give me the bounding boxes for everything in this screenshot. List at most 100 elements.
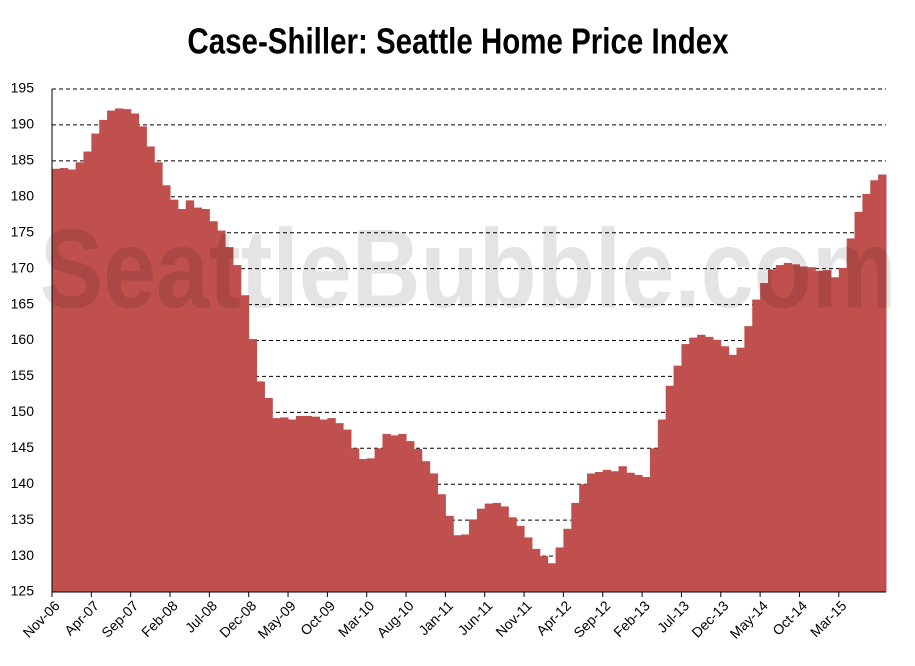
bar [799,266,808,592]
bar [350,448,360,592]
bar [75,162,84,592]
bar [272,418,281,592]
bar [516,525,525,592]
bar [99,119,108,593]
bar [469,519,478,592]
y-tick-label: 125 [11,583,35,599]
bar [642,477,651,592]
x-tick-label: Dec-08 [216,597,259,640]
x-tick-label: Jul-13 [654,597,692,635]
bar [547,563,557,592]
x-tick-label: Oct-09 [297,597,338,638]
bar [634,474,643,592]
y-tick-label: 190 [11,116,35,132]
x-tick-label: Jul-08 [182,597,220,635]
bar [791,264,800,592]
x-tick-label: Aug-10 [374,597,417,640]
x-tick-label: Sep-07 [98,597,141,640]
bar [854,211,863,592]
bar [665,385,675,592]
bar [406,441,415,592]
bar [335,423,344,592]
bar [846,238,856,592]
bar [138,126,147,592]
bar [374,448,383,592]
bar [524,537,533,592]
bar [382,433,391,592]
bar [705,336,714,592]
bar [736,347,745,592]
bar [571,502,580,592]
y-tick-label: 145 [11,439,35,455]
bar [343,429,352,592]
y-tick-label: 150 [11,403,35,419]
bar [555,547,564,592]
bar [130,113,140,592]
x-tick-label: Sep-12 [570,597,613,640]
bar [421,461,431,592]
bar [264,397,273,592]
bar [280,417,289,592]
bar [240,295,250,592]
bar [807,267,816,592]
x-tick-label: Mar-10 [335,597,378,640]
bar [201,209,210,592]
y-tick-label: 165 [11,295,35,311]
x-tick-label: Feb-08 [138,597,181,640]
bar [610,471,619,592]
bar [476,508,486,592]
y-tick-label: 155 [11,367,35,383]
bar [649,448,659,592]
bar [366,458,376,592]
bar [453,535,462,592]
bar [398,433,407,592]
bar [319,419,328,592]
bar [248,339,258,592]
bar [91,133,100,592]
x-tick-label: Mar-15 [807,597,850,640]
bar [594,471,604,592]
y-tick-label: 170 [11,259,35,275]
y-tick-label: 160 [11,331,35,347]
bar [256,381,265,592]
bar [177,209,187,592]
y-tick-label: 195 [11,80,35,96]
bar [358,459,368,592]
bar [288,419,297,592]
bar [437,494,446,592]
bar [783,262,793,592]
bar [67,169,77,593]
bar [563,528,572,592]
bar [587,473,596,592]
bar [232,265,242,592]
bar [311,416,321,592]
bar [531,548,541,592]
bar [122,109,132,593]
bar [697,334,706,592]
bar [390,435,399,592]
watermark: SeattleBubble.com [40,207,897,332]
bar [744,326,753,592]
bar [170,199,179,592]
bar [303,415,313,592]
bar [59,168,69,593]
bar [52,168,61,593]
x-tick-label: Jun-11 [455,597,496,638]
bar [728,354,738,592]
bar [878,174,887,592]
x-tick-label: May-14 [727,597,771,641]
bar [492,502,501,592]
bar [500,506,509,592]
y-tick-label: 175 [11,223,35,239]
bar [602,469,612,592]
bar [83,151,92,592]
bar [445,515,454,592]
bar [193,207,202,593]
bar [225,247,234,593]
bar [823,270,832,592]
bar [107,110,116,593]
bar [752,299,761,592]
bar [870,180,879,592]
y-tick-label: 180 [11,187,35,203]
